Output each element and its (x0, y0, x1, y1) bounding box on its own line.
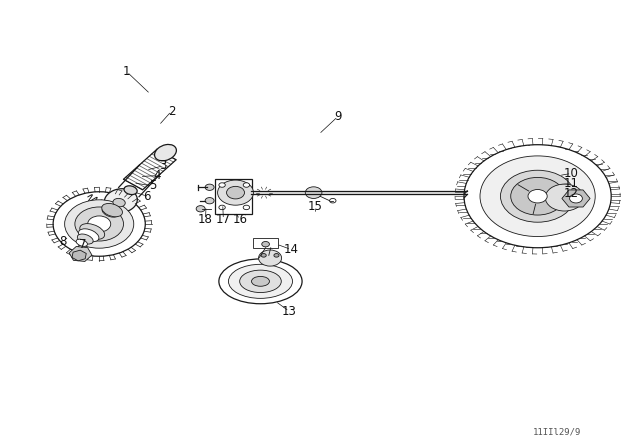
Circle shape (218, 180, 253, 205)
Text: 1: 1 (123, 65, 131, 78)
Circle shape (262, 241, 269, 247)
Text: 9: 9 (334, 110, 342, 123)
Circle shape (75, 207, 124, 241)
Ellipse shape (80, 224, 105, 239)
Circle shape (243, 183, 250, 187)
Ellipse shape (102, 211, 115, 219)
FancyBboxPatch shape (214, 178, 252, 214)
Circle shape (219, 205, 225, 210)
Ellipse shape (219, 259, 302, 304)
Text: 7: 7 (79, 237, 87, 251)
Circle shape (261, 254, 266, 257)
Ellipse shape (102, 206, 119, 217)
Circle shape (219, 183, 225, 187)
Ellipse shape (76, 239, 88, 246)
Ellipse shape (228, 264, 292, 298)
Text: 2: 2 (168, 104, 175, 118)
Text: 12: 12 (564, 187, 579, 201)
Circle shape (88, 216, 111, 232)
Circle shape (205, 184, 214, 190)
Circle shape (196, 206, 205, 212)
Text: 13: 13 (282, 305, 297, 318)
Circle shape (259, 250, 282, 266)
Circle shape (205, 198, 214, 204)
Text: 3: 3 (159, 159, 167, 172)
Ellipse shape (79, 229, 99, 242)
Circle shape (53, 192, 145, 256)
Circle shape (480, 156, 595, 237)
Ellipse shape (77, 234, 93, 244)
Text: 5: 5 (148, 179, 156, 193)
Polygon shape (104, 189, 138, 213)
Text: 4: 4 (154, 169, 161, 182)
Circle shape (528, 190, 547, 203)
Ellipse shape (239, 270, 282, 293)
Ellipse shape (124, 186, 137, 194)
Text: 16: 16 (232, 213, 248, 226)
Circle shape (305, 187, 322, 198)
Circle shape (65, 200, 134, 248)
Ellipse shape (102, 208, 116, 218)
Text: 10: 10 (564, 167, 579, 180)
Ellipse shape (102, 203, 122, 217)
Text: 18: 18 (198, 213, 213, 226)
Circle shape (464, 145, 611, 248)
Circle shape (545, 184, 584, 211)
Ellipse shape (113, 198, 125, 207)
Text: 11IIl29/9: 11IIl29/9 (532, 428, 581, 437)
Circle shape (511, 177, 564, 215)
FancyBboxPatch shape (253, 238, 278, 248)
Text: 8: 8 (59, 234, 67, 248)
Circle shape (227, 186, 244, 199)
Circle shape (500, 170, 575, 222)
Text: 14: 14 (284, 243, 299, 256)
Ellipse shape (154, 144, 177, 161)
Circle shape (570, 194, 582, 203)
Text: 15: 15 (307, 200, 323, 214)
Text: 17: 17 (216, 213, 231, 226)
Ellipse shape (252, 276, 269, 286)
Text: 11: 11 (564, 177, 579, 190)
Circle shape (274, 254, 279, 257)
Circle shape (330, 198, 336, 203)
Text: 6: 6 (143, 190, 151, 203)
Circle shape (243, 205, 250, 210)
